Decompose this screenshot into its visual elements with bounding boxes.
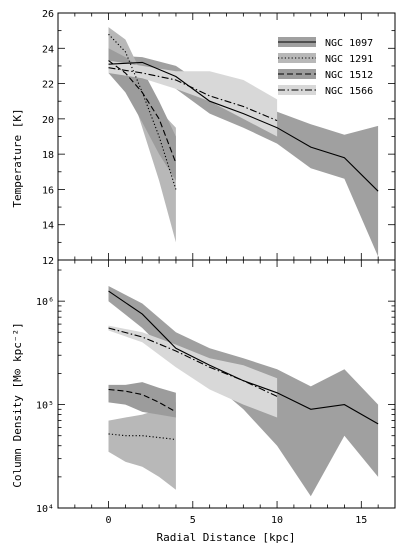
y-tick-label: 20 (42, 115, 54, 126)
y-tick-label: 10⁵ (36, 401, 54, 412)
legend-label-ngc-1291: NGC 1291 (325, 54, 373, 65)
column-density-panel: 0 5 10 15 10⁴ 10⁵ 10⁶ (36, 259, 396, 526)
legend-swatch-ngc-1291 (278, 53, 316, 63)
y-tick-label: 10⁶ (36, 297, 54, 308)
x-tick-label: 10 (271, 515, 283, 526)
y-tick-label: 14 (42, 221, 54, 232)
y-tick-label: 16 (42, 185, 54, 196)
line-ngc-1512 (108, 60, 177, 164)
band-ngc-1566 (108, 325, 278, 418)
legend: NGC 1097 NGC 1291 NGC 1512 NGC 1566 (278, 37, 373, 97)
line-ngc-1566 (108, 67, 278, 122)
y-tick-label: 10⁴ (36, 504, 54, 515)
line-ngc-1512 (108, 388, 177, 413)
band-ngc-1566 (108, 60, 278, 137)
x-tick-label: 15 (355, 515, 367, 526)
y-tick-label: 22 (42, 80, 54, 91)
y-tick-label: 26 (42, 9, 54, 20)
radial-distance-axis-label: Radial Distance [kpc] (156, 531, 295, 544)
line-ngc-1566 (108, 327, 278, 397)
x-tick-label: 5 (190, 515, 196, 526)
temperature-panel: 12 14 16 18 20 22 24 26 NGC 1097 NGC 1291 NGC 1512… (42, 9, 396, 267)
column-density-axis-label: Column Density [M⊙ kpc⁻²] (11, 322, 24, 488)
y-tick-label: 12 (42, 256, 54, 267)
line-ngc-1097 (108, 61, 379, 192)
temperature-axis-label: Temperature [K] (11, 108, 24, 207)
legend-label-ngc-1097: NGC 1097 (325, 38, 373, 49)
band-ngc-1512 (108, 48, 176, 181)
y-tick-label: 18 (42, 150, 54, 161)
band-ngc-1512 (108, 382, 176, 418)
y-tick-label: 24 (42, 44, 54, 55)
band-ngc-1291 (108, 402, 176, 490)
band-ngc-1097 (108, 55, 379, 257)
line-ngc-1291 (108, 433, 176, 441)
legend-label-ngc-1512: NGC 1512 (325, 70, 373, 81)
legend-label-ngc-1566: NGC 1566 (325, 86, 373, 97)
x-tick-label: 0 (106, 515, 112, 526)
